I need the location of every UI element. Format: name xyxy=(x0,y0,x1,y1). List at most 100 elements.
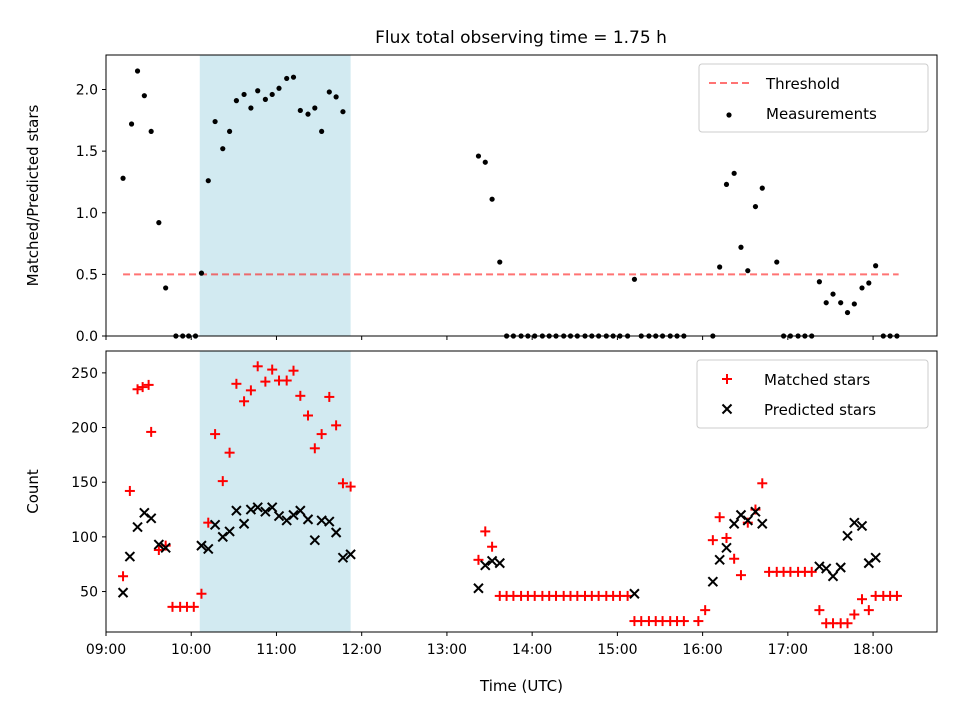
matched-star-point xyxy=(345,481,356,492)
legend-label: Matched stars xyxy=(764,371,870,389)
predicted-star-point xyxy=(814,561,825,572)
matched-star-point xyxy=(324,391,335,402)
axes-frame xyxy=(105,54,938,337)
measurement-point xyxy=(738,244,744,250)
measurement-point xyxy=(212,118,218,125)
measurement-point xyxy=(851,301,857,307)
measurement-point xyxy=(205,178,211,184)
bottom-panel: 50 100 150 200 250 09:00 10:00 11:00 12:00 13:00 1… xyxy=(24,350,938,695)
measurement-point xyxy=(284,75,290,82)
measurement-point xyxy=(866,280,872,286)
predicted-star-point xyxy=(728,518,740,529)
measurement-point xyxy=(262,96,268,102)
matched-star-point xyxy=(281,375,292,386)
predicted-star-point xyxy=(473,583,484,594)
predicted-star-point xyxy=(145,513,157,524)
predicted-star-point xyxy=(273,510,285,522)
measurement-point xyxy=(226,128,233,135)
legend: Threshold Measurements xyxy=(698,63,929,133)
y-tick-label: 2.0 xyxy=(76,83,98,99)
measurement-point xyxy=(873,263,879,269)
predicted-star-point xyxy=(707,576,719,587)
legend-predicted-swatch xyxy=(721,403,733,415)
measurement-point xyxy=(305,111,311,117)
measurement-point xyxy=(489,196,495,202)
matched-star-point xyxy=(842,618,853,629)
predicted-star-point xyxy=(757,518,768,529)
y-tick-label: 200 xyxy=(71,421,98,437)
matched-star-point xyxy=(721,532,732,543)
measurement-point xyxy=(482,159,488,165)
matched-star-point xyxy=(239,396,250,407)
matched-star-point xyxy=(849,609,860,620)
measurement-point xyxy=(319,128,325,135)
y-tick-label: 50 xyxy=(80,585,98,601)
matched-star-point xyxy=(188,601,199,612)
predicted-star-point xyxy=(231,505,242,516)
matched-star-point xyxy=(295,390,306,401)
measurement-point xyxy=(269,91,275,98)
measurement-point xyxy=(141,93,147,99)
legend-measurement-swatch xyxy=(726,112,732,118)
y-tick-label: 0.0 xyxy=(76,329,98,345)
measurement-point xyxy=(233,98,240,104)
matched-star-point xyxy=(132,384,143,395)
predicted-star-point xyxy=(345,549,356,560)
matched-star-point xyxy=(480,526,491,537)
legend-label: Predicted stars xyxy=(764,401,876,419)
legend-box xyxy=(696,359,929,429)
measurement-point xyxy=(830,291,836,297)
matched-star-point xyxy=(714,512,725,523)
matched-star-point xyxy=(245,385,256,396)
x-tick-label: 16:00 xyxy=(682,642,722,658)
predicted-star-point xyxy=(252,502,263,513)
legend-label: Measurements xyxy=(766,105,877,123)
predicted-star-point xyxy=(117,587,129,598)
measurement-point xyxy=(148,128,154,135)
x-axis-label: Time (UTC) xyxy=(479,677,563,695)
measurement-point xyxy=(163,285,169,291)
matched-star-point xyxy=(260,376,271,387)
matched-star-point xyxy=(124,485,135,496)
measurement-point xyxy=(120,175,126,181)
measurement-point xyxy=(475,153,482,159)
matched-star-point xyxy=(316,429,327,440)
predicted-star-point xyxy=(835,562,846,573)
predicted-star-point xyxy=(153,539,165,550)
predicted-star-point xyxy=(330,527,342,538)
measurement-point xyxy=(156,220,162,226)
predicted-star-point xyxy=(224,526,235,537)
matched-star-point xyxy=(856,594,867,605)
matched-star-point xyxy=(146,426,157,437)
matched-star-point xyxy=(487,541,498,552)
measurement-point xyxy=(859,285,865,291)
matched-star-point xyxy=(863,605,874,616)
chart-title: Flux total observing time = 1.75 h xyxy=(375,28,667,48)
measurement-point xyxy=(759,185,765,191)
matched-star-point xyxy=(143,379,154,390)
predicted-star-point xyxy=(266,502,278,513)
predicted-star-point xyxy=(324,516,335,527)
matched-star-point xyxy=(729,553,740,564)
x-tick-label: 10:00 xyxy=(171,642,211,658)
matched-star-point xyxy=(288,365,299,376)
measurement-point xyxy=(241,91,247,98)
matched-star-point xyxy=(309,443,320,454)
matched-star-point xyxy=(224,447,235,458)
legend: Matched stars Predicted stars xyxy=(696,359,929,429)
measurement-point xyxy=(340,109,346,115)
predicted-star-point xyxy=(827,571,839,582)
measurement-point xyxy=(838,300,844,306)
x-tick-label: 14:00 xyxy=(512,642,552,658)
measurement-point xyxy=(220,146,226,152)
y-tick-label: 150 xyxy=(71,475,98,491)
top-panel: 0.0 0.5 1.0 1.5 2.0 Matched/Predicted stars Th… xyxy=(24,54,938,345)
x-tick-label: 15:00 xyxy=(597,642,637,658)
predicted-star-point xyxy=(714,554,725,566)
predicted-star-point xyxy=(337,552,349,563)
legend-label: Threshold xyxy=(765,75,840,93)
predicted-star-point xyxy=(260,506,271,517)
y-axis-label: Count xyxy=(24,469,42,514)
measurement-point xyxy=(717,264,723,270)
